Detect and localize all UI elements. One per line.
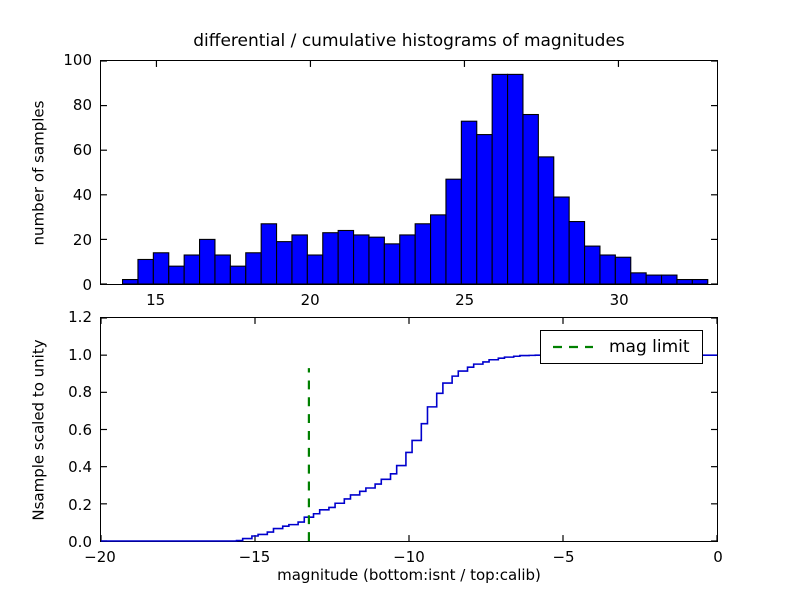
histogram-bar [414,223,432,285]
bottom-ytick-label-2: 0.4 [68,458,92,476]
top-axes-histogram [100,60,718,285]
histogram-bar [276,241,293,285]
bottom-xtick-label-1: −15 [238,548,271,566]
bottom-xtick-label-0: −20 [84,548,116,566]
bottom-ytick-label-5: 1.0 [68,345,92,364]
top-ytick-label-2: 40 [72,186,92,204]
histogram-bar [229,265,247,285]
bottom-ytick-label-6: 1.2 [68,308,92,326]
bottom-ytick-label-0: 0.0 [68,533,92,551]
top-ytick-label-0: 0 [82,276,92,294]
top-xtick-label-3: 30 [609,291,629,309]
mag-limit-line-icon [553,345,593,349]
histogram-bar [137,258,154,285]
histogram-bar [553,196,570,285]
histogram-bar [322,232,339,285]
histogram-bar [522,113,539,285]
histogram-bar [291,234,308,285]
histogram-bar [676,278,693,285]
top-xtick-label-0: 15 [146,291,166,309]
histogram-bar [476,134,493,285]
histogram-bar [661,274,678,285]
cumulative-plot-area [100,317,718,542]
histogram-bar [383,243,401,285]
histogram-bar [537,156,555,285]
top-ytick-label-3: 60 [72,141,92,159]
histogram-bar [599,254,616,285]
histogram-bar [507,73,524,285]
histogram-bar [337,229,355,285]
histogram-bar [645,274,663,285]
cumulative-step-curve [101,354,717,542]
top-xtick-label-2: 25 [455,291,475,309]
histogram-bar [306,254,324,285]
legend: mag limit [540,330,703,364]
histogram-bar [445,178,462,285]
top-ytick-label-1: 20 [72,231,92,249]
histogram-bar [399,234,416,285]
figure-title: differential / cumulative histograms of … [193,31,625,51]
bottom-xtick-label-4: 0 [713,548,723,566]
bottom-ytick-label-3: 0.6 [68,420,92,439]
bottom-xtick-label-3: −5 [552,548,575,566]
top-axes-ylabel: number of samples [28,100,47,245]
histogram-bar [353,234,370,285]
histogram-bar [691,278,709,285]
histogram-bar [584,245,601,285]
histogram-plot-area [101,60,717,285]
bottom-axes-xlabel: magnitude (bottom:isnt / top:calib) [277,566,541,584]
histogram-bars [122,73,709,285]
histogram-bar [260,223,278,285]
histogram-bar [491,73,509,285]
histogram-bar [183,254,201,285]
histogram-bar [614,256,632,285]
histogram-bar [430,214,447,285]
histogram-bar [368,236,385,285]
histogram-bar [122,278,139,285]
bottom-ytick-label-1: 0.2 [68,495,92,514]
histogram-bar [568,221,586,285]
top-ytick-label-4: 80 [72,96,92,114]
bottom-ytick-label-4: 0.8 [68,383,92,401]
histogram-bar [214,254,231,285]
top-ytick-label-5: 100 [63,51,92,69]
histogram-bar [245,252,262,285]
legend-label-mag-limit: mag limit [609,337,690,357]
histogram-bar [168,265,185,285]
histogram-bar [199,238,216,285]
bottom-axes-ylabel: Nsample scaled to unity [29,338,48,521]
top-xtick-label-1: 20 [300,291,320,309]
histogram-bar [152,252,170,285]
histogram-bar [460,120,478,285]
bottom-xtick-label-2: −10 [393,548,425,566]
histogram-bar [630,272,647,285]
